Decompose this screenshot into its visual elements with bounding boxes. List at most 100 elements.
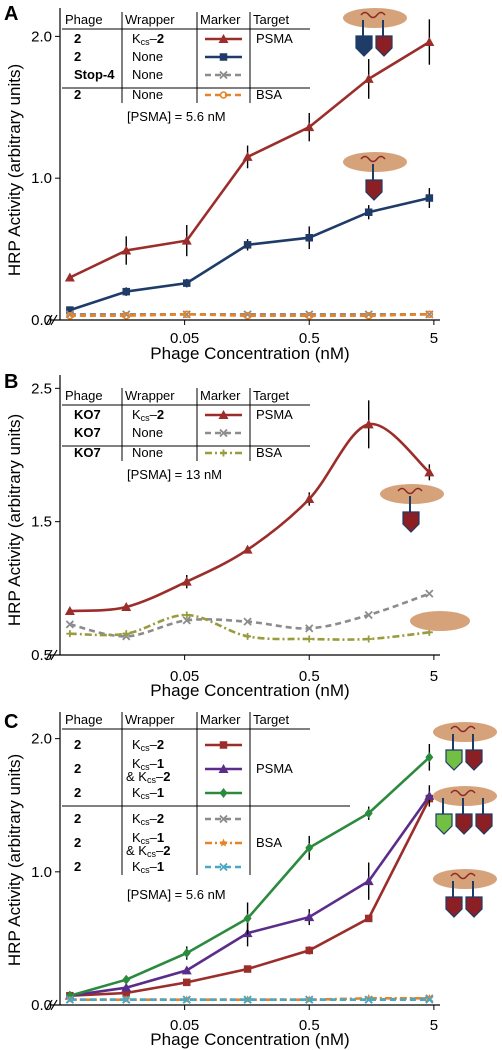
- data-point: [242, 544, 253, 554]
- legend-phage: KO7: [74, 425, 101, 440]
- data-point: [363, 419, 374, 429]
- data-point: [304, 912, 315, 922]
- legend-marker: [219, 741, 228, 749]
- cartoon-kcs1-kcs2: [433, 722, 497, 771]
- data-point: [424, 790, 435, 800]
- data-point: [425, 993, 434, 1002]
- data-point: [243, 241, 252, 249]
- data-point: [122, 974, 131, 985]
- target-plate: [343, 152, 407, 172]
- legend-marker: [219, 862, 228, 872]
- data-point: [122, 630, 130, 638]
- legend-wrapper: Kcs–2: [132, 407, 164, 423]
- x-tick-label: 0.5: [299, 330, 320, 347]
- data-point: [304, 494, 315, 503]
- y-tick-label: 0.0: [31, 997, 52, 1014]
- data-point: [66, 306, 74, 314]
- legend-header: Target: [253, 12, 290, 27]
- legend-wrapper-2: & Kcs–2: [126, 769, 170, 785]
- series-1: [66, 188, 434, 314]
- legend-header: Wrapper: [125, 12, 175, 27]
- data-point: [363, 73, 374, 83]
- wrapper-shape: [355, 35, 373, 57]
- x-tick-label: 5: [430, 330, 438, 347]
- cartoon-ko7-kcs2: [380, 484, 444, 533]
- cartoon-bsa-plate: [410, 611, 470, 631]
- data-point: [425, 589, 434, 598]
- y-tick-label: 1.0: [31, 170, 52, 187]
- legend-marker: [219, 53, 228, 61]
- cartoon-psma-none: [343, 152, 407, 201]
- x-tick-label: 0.05: [170, 1017, 199, 1034]
- data-point: [121, 245, 132, 255]
- legend-wrapper: Kcs–1: [132, 830, 164, 846]
- legend-target: BSA: [256, 835, 282, 850]
- legend-header: Marker: [200, 712, 241, 727]
- y-axis-label: HRP Activity (arbitrary units): [5, 64, 24, 276]
- series-0: [64, 19, 435, 282]
- legend-target: PSMA: [256, 31, 293, 46]
- legend-phage: 2: [74, 87, 81, 102]
- x-tick-label: 5: [430, 1017, 438, 1034]
- legend-marker: [219, 91, 228, 99]
- legend-marker: [218, 410, 229, 419]
- data-point: [305, 233, 313, 242]
- data-point: [424, 37, 435, 47]
- data-point: [182, 279, 191, 287]
- legend-marker: [219, 428, 228, 438]
- legend-target: PSMA: [256, 761, 293, 776]
- wrapper-shape: [435, 813, 453, 835]
- panel-label: A: [4, 3, 18, 25]
- legend-phage: 2: [74, 31, 81, 46]
- cartoon-kcs2-only: [433, 869, 497, 918]
- data-point: [243, 995, 252, 1004]
- concentration-note: [PSMA] = 5.6 nM: [127, 887, 226, 902]
- data-point: [364, 914, 373, 923]
- legend-header: Phage: [65, 12, 103, 27]
- legend-phage: KO7: [74, 407, 101, 422]
- legend-wrapper: None: [132, 425, 163, 440]
- y-axis-label: HRP Activity (arbitrary units): [5, 414, 24, 626]
- target-plate: [380, 484, 444, 504]
- legend-wrapper: None: [132, 445, 163, 460]
- wrapper-shape: [465, 896, 483, 918]
- legend-marker: [219, 814, 228, 824]
- concentration-note: [PSMA] = 13 nM: [127, 467, 222, 482]
- legend-target: PSMA: [256, 407, 293, 422]
- legend-marker: [218, 34, 229, 43]
- protein-squiggle: [360, 11, 386, 19]
- data-point: [242, 151, 253, 161]
- legend-wrapper-2: & Kcs–2: [126, 843, 170, 859]
- target-plate: [433, 869, 497, 889]
- data-point: [181, 965, 192, 975]
- legend-phage: KO7: [74, 445, 101, 460]
- data-point: [64, 606, 75, 615]
- data-point: [182, 616, 191, 625]
- concentration-note: [PSMA] = 5.6 nM: [127, 109, 226, 124]
- wrapper-shape: [465, 749, 483, 771]
- y-tick-label: 2.0: [31, 28, 52, 45]
- legend-wrapper: Kcs–1: [132, 859, 164, 875]
- data-point: [65, 620, 75, 629]
- data-point: [66, 311, 74, 320]
- data-point: [64, 272, 75, 282]
- legend-wrapper: None: [132, 49, 163, 64]
- data-point: [122, 311, 131, 320]
- axis-break: [45, 649, 58, 661]
- legend-header: Wrapper: [125, 712, 175, 727]
- data-point: [122, 989, 130, 997]
- chart-panel-b: B 0.5 1.5 2.5 0.05 0.5 5 Phage Concentration (n…: [4, 371, 440, 700]
- data-point: [65, 995, 75, 1004]
- data-point: [244, 632, 252, 640]
- legend-wrapper: None: [132, 67, 163, 82]
- data-point: [182, 948, 191, 959]
- data-point: [424, 467, 435, 477]
- y-tick-label: 0.0: [31, 312, 52, 329]
- data-point: [425, 310, 434, 319]
- wrapper-shape: [365, 179, 383, 201]
- legend-wrapper: Kcs–1: [132, 756, 164, 772]
- target-plate: [343, 8, 407, 28]
- data-point: [425, 995, 434, 1004]
